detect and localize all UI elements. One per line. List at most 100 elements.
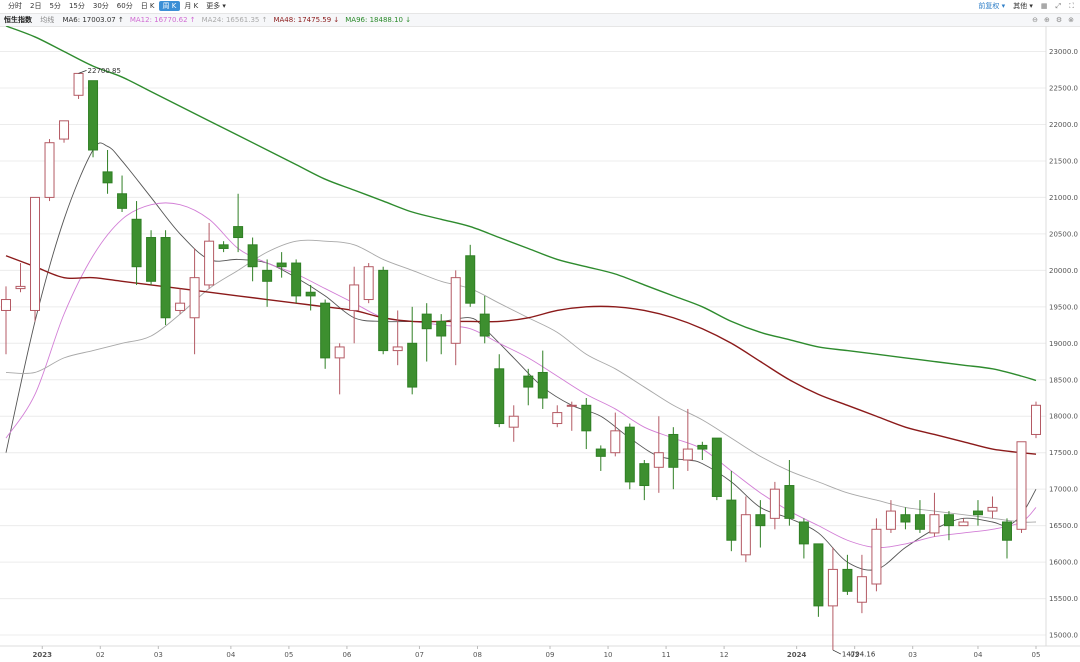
ma-legend-item: MA6: 17003.07 ↑	[62, 16, 124, 24]
adjust-label: 前复权	[978, 2, 1000, 10]
candle-body	[189, 277, 200, 319]
candle-body	[291, 262, 302, 297]
minus-icon[interactable]: ⊖	[1032, 16, 1038, 24]
period-tab[interactable]: 月 K	[184, 2, 199, 10]
candle-body	[117, 193, 128, 209]
x-tick-label: 07	[415, 651, 424, 659]
y-tick-label: 15000.0	[1049, 632, 1078, 640]
period-tab[interactable]: 60分	[116, 2, 133, 10]
x-tick-label: 08	[473, 651, 482, 659]
candle-body	[537, 371, 548, 399]
candle-body	[494, 368, 505, 425]
candlestick-chart[interactable]: 15000.0 15500.0 16000.0 16500.0 17000.0 17500…	[0, 26, 1080, 662]
adjust-dropdown[interactable]: 前复权 ▾	[978, 2, 1006, 10]
other-dropdown[interactable]: 其他 ▾	[1013, 2, 1033, 10]
candle-body	[697, 444, 708, 450]
y-tick-label: 20000.0	[1049, 267, 1078, 275]
candle-body	[900, 514, 911, 523]
extreme-value-label: 14794.16	[842, 651, 876, 659]
candle-body	[885, 510, 896, 530]
period-tab[interactable]: 2日	[30, 2, 42, 10]
ma-legend: 恒生指数 均线 MA6: 17003.07 ↑ MA12: 16770.62 ↑ M…	[4, 14, 417, 26]
y-tick-label: 17500.0	[1049, 449, 1078, 457]
candle-body	[595, 448, 606, 457]
candle-body	[320, 302, 331, 359]
candle-body	[726, 499, 737, 541]
toolbar-right: 前复权 ▾ 其他 ▾ ▦ ⤢ ⛶	[978, 0, 1074, 12]
period-tab[interactable]: 分时	[8, 2, 22, 10]
ma-legend-item: MA12: 16770.62 ↑	[129, 16, 196, 24]
candle-body	[581, 404, 592, 432]
candle-body	[958, 521, 969, 527]
fullscreen-icon[interactable]: ⛶	[1069, 2, 1074, 10]
candle-body	[1016, 441, 1027, 530]
candle-body	[363, 266, 374, 301]
period-tab[interactable]: 15分	[68, 2, 85, 10]
candle-body	[131, 218, 142, 268]
candle-body	[566, 404, 577, 407]
period-tab[interactable]: 5分	[49, 2, 61, 10]
candle-body	[175, 302, 186, 311]
y-tick-label: 18500.0	[1049, 376, 1078, 384]
candle-body	[160, 237, 171, 319]
candle-body	[1001, 521, 1012, 541]
candle-body	[1, 299, 11, 311]
ma-legend-item: MA96: 18488.10 ↓	[345, 16, 412, 24]
x-tick-label: 03	[908, 651, 917, 659]
ma-infobar: 恒生指数 均线 MA6: 17003.07 ↑ MA12: 16770.62 ↑ M…	[0, 13, 1080, 27]
candle-body	[552, 412, 563, 425]
y-tick-label: 22000.0	[1049, 121, 1078, 129]
close-icon[interactable]: ⊗	[1068, 16, 1074, 24]
candle-body	[508, 415, 519, 428]
candle-body	[378, 269, 389, 352]
period-tab[interactable]: 30分	[92, 2, 109, 10]
x-tick-label: 10	[604, 651, 613, 659]
candle-body	[711, 437, 722, 497]
candle-body	[421, 313, 432, 330]
settings-icon[interactable]: ⚙	[1055, 16, 1063, 24]
x-tick-label: 11	[662, 651, 671, 659]
x-tick-label: 2024	[787, 651, 807, 659]
expand-icon[interactable]: ⤢	[1055, 2, 1062, 10]
avg-label[interactable]: 均线	[40, 16, 55, 24]
y-tick-label: 21000.0	[1049, 194, 1078, 202]
candle-body	[769, 488, 780, 519]
candle-body	[479, 313, 490, 337]
y-tick-label: 23000.0	[1049, 48, 1078, 56]
x-tick-label: 05	[284, 651, 293, 659]
y-tick-label: 20500.0	[1049, 230, 1078, 238]
grid-layout-icon[interactable]: ▦	[1040, 2, 1048, 10]
period-tab[interactable]: 日 K	[140, 2, 155, 10]
candle-body	[59, 120, 70, 140]
candle-body	[247, 244, 258, 268]
x-tick-label: 05	[1032, 651, 1041, 659]
x-tick-label: 2023	[33, 651, 53, 659]
candle-body	[653, 452, 664, 468]
candle-body	[44, 142, 55, 198]
candle-body	[30, 196, 41, 311]
candle-body	[262, 269, 273, 282]
x-tick-label: 02	[96, 651, 105, 659]
period-tab[interactable]: 更多 ▾	[206, 2, 226, 10]
x-tick-label: 12	[720, 651, 729, 659]
other-label: 其他	[1013, 2, 1028, 10]
x-tick-label: 03	[154, 651, 163, 659]
candle-body	[987, 506, 998, 512]
x-tick-label: 02	[850, 651, 859, 659]
plus-icon[interactable]: ⊕	[1043, 16, 1050, 24]
period-tab[interactable]: 周 K	[158, 1, 181, 11]
candle-body	[624, 426, 635, 483]
candle-body	[798, 521, 809, 545]
extreme-value-label: 22700.85	[88, 67, 121, 75]
candle-body	[1031, 404, 1041, 435]
y-tick-label: 21500.0	[1049, 157, 1078, 165]
ma-line-ma12	[5, 202, 1037, 549]
x-tick-label: 04	[226, 651, 235, 659]
y-tick-label: 15500.0	[1049, 595, 1078, 603]
candle-body	[305, 291, 316, 297]
y-tick-label: 16500.0	[1049, 522, 1078, 530]
candle-body	[972, 510, 983, 516]
x-tick-label: 09	[546, 651, 555, 659]
candle-body	[610, 430, 621, 454]
